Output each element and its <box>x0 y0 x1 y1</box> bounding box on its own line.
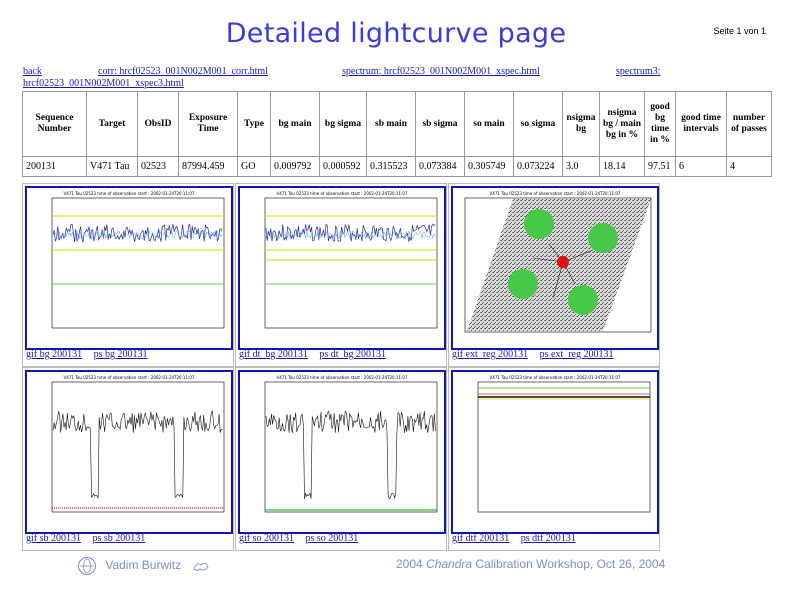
header-cell: Type <box>237 91 271 157</box>
table-cell: 3.0 <box>562 156 600 177</box>
page-title: Detailed lightcurve page <box>225 18 567 49</box>
author-name: Vadim Burwitz <box>105 558 182 573</box>
header-cell: good bg time in % <box>644 91 676 157</box>
header-cell: number of passes <box>726 91 772 157</box>
plot-caption: gif bg 200131 ps bg 200131 <box>26 349 157 360</box>
sb-lightcurve-svg: V471 Tau 02523 time of observation start… <box>51 375 225 513</box>
bg-lightcurve-svg: V471 Tau 02523 time of observation start… <box>51 191 225 329</box>
dtf-lightcurve-thumbnail[interactable]: V471 Tau 02523 time of observation start… <box>451 370 659 534</box>
corr-link[interactable]: corr: hrcf02523_001N002M001_corr.html <box>98 66 268 77</box>
spectrum-link[interactable]: spectrum: hrcf02523_001N002M001_xspec.ht… <box>342 66 540 77</box>
plot-cell-ext-reg: V471 Tau 02523 time of observation start… <box>448 183 660 367</box>
ps-so-link[interactable]: ps so 200131 <box>305 533 359 544</box>
header-cell: Target <box>86 91 138 157</box>
event-text-post: Calibration Workshop, Oct 26, 2004 <box>472 557 666 571</box>
plot-header-text: V471 Tau 02523 time of observation start… <box>277 375 408 380</box>
table-cell: V471 Tau <box>86 156 138 177</box>
table-cell: 0.009792 <box>270 156 320 177</box>
dt-bg-lightcurve-thumbnail[interactable]: V471 Tau 02523 time of observation start… <box>238 186 446 350</box>
page-number: Seite 1 von 1 <box>713 26 766 36</box>
table-cell: 4 <box>726 156 772 177</box>
event-text-pre: 2004 <box>396 557 427 571</box>
dt-bg-lightcurve-svg: V471 Tau 02523 time of observation start… <box>264 191 438 329</box>
info-table: Sequence Number Target ObsID Exposure Ti… <box>22 91 772 177</box>
table-cell: 97.51 <box>644 156 676 177</box>
plot-cell-dtf: V471 Tau 02523 time of observation start… <box>448 367 660 551</box>
plot-caption: gif sb 200131 ps sb 200131 <box>26 533 154 544</box>
plot-header-text: V471 Tau 02523 time of observation start… <box>490 191 621 196</box>
ps-dtf-link[interactable]: ps dtf 200131 <box>520 533 576 544</box>
ext-reg-image-svg: V471 Tau 02523 time of observation start… <box>464 191 652 333</box>
table-cell: 6 <box>675 156 727 177</box>
plot-cell-sb: V471 Tau 02523 time of observation start… <box>22 367 234 551</box>
header-cell: Exposure Time <box>178 91 238 157</box>
header-cell: so sigma <box>513 91 563 157</box>
ext-reg-image-thumbnail[interactable]: V471 Tau 02523 time of observation start… <box>451 186 659 350</box>
gif-bg-link[interactable]: gif bg 200131 <box>26 349 83 360</box>
footer-event: 2004 Chandra Calibration Workshop, Oct 2… <box>396 557 665 571</box>
spectrum3-link-part1[interactable]: spectrum3: <box>616 66 661 77</box>
plot-header-text: V471 Tau 02523 time of observation start… <box>490 375 621 380</box>
table-cell: 200131 <box>22 156 87 177</box>
table-header-row: Sequence Number Target ObsID Exposure Ti… <box>22 91 772 157</box>
table-cell: 0.073384 <box>415 156 465 177</box>
header-cell: Sequence Number <box>22 91 87 157</box>
table-cell: 0.073224 <box>513 156 563 177</box>
plot-caption: gif so 200131 ps so 200131 <box>239 533 367 544</box>
plot-cell-so: V471 Tau 02523 time of observation start… <box>235 367 447 551</box>
header-cell: ObsID <box>137 91 179 157</box>
header-cell: bg sigma <box>319 91 367 157</box>
footer-author: Vadim Burwitz <box>78 557 210 575</box>
table-cell: 0.315523 <box>366 156 416 177</box>
plot-header-text: V471 Tau 02523 time of observation start… <box>64 375 195 380</box>
table-cell: 02523 <box>137 156 179 177</box>
table-cell: 0.305749 <box>464 156 514 177</box>
sb-lightcurve-thumbnail[interactable]: V471 Tau 02523 time of observation start… <box>25 370 233 534</box>
gif-sb-link[interactable]: gif sb 200131 <box>26 533 81 544</box>
table-cell: GO <box>237 156 271 177</box>
header-cell: good time intervals <box>675 91 727 157</box>
back-link[interactable]: back <box>23 66 42 77</box>
header-cell: sb sigma <box>415 91 465 157</box>
header-cell: bg main <box>270 91 320 157</box>
table-cell: 18.14 <box>599 156 645 177</box>
header-cell: so main <box>464 91 514 157</box>
plot-caption: gif dtf 200131 ps dtf 200131 <box>452 533 585 544</box>
gif-dt-bg-link[interactable]: gif dt_bg 200131 <box>239 349 308 360</box>
globe-logo-icon <box>78 557 96 575</box>
plot-caption: gif dt_bg 200131 ps dt_bg 200131 <box>239 349 395 360</box>
header-cell: nsigma bg <box>562 91 600 157</box>
plot-caption: gif ext_reg 200131 ps ext_reg 200131 <box>452 349 622 360</box>
table-cell: 0.000592 <box>319 156 367 177</box>
dtf-lightcurve-svg: V471 Tau 02523 time of observation start… <box>477 375 651 513</box>
gif-ext-reg-link[interactable]: gif ext_reg 200131 <box>452 349 529 360</box>
plot-cell-dt-bg: V471 Tau 02523 time of observation start… <box>235 183 447 367</box>
so-lightcurve-thumbnail[interactable]: V471 Tau 02523 time of observation start… <box>238 370 446 534</box>
plot-header-text: V471 Tau 02523 time of observation start… <box>64 191 195 196</box>
header-cell: nsigma bg / main bg in % <box>599 91 645 157</box>
ps-dt-bg-link[interactable]: ps dt_bg 200131 <box>319 349 387 360</box>
bg-lightcurve-thumbnail[interactable]: V471 Tau 02523 time of observation start… <box>25 186 233 350</box>
gif-dtf-link[interactable]: gif dtf 200131 <box>452 533 510 544</box>
mascot-logo-icon <box>192 559 210 573</box>
gif-so-link[interactable]: gif so 200131 <box>239 533 294 544</box>
ps-sb-link[interactable]: ps sb 200131 <box>92 533 146 544</box>
table-cell: 87994.459 <box>178 156 238 177</box>
table-row: 200131 V471 Tau 02523 87994.459 GO 0.009… <box>22 156 772 177</box>
ps-bg-link[interactable]: ps bg 200131 <box>93 349 148 360</box>
header-cell: sb main <box>366 91 416 157</box>
plot-cell-bg: V471 Tau 02523 time of observation start… <box>22 183 234 367</box>
event-text-italic: Chandra <box>426 557 473 571</box>
so-lightcurve-svg: V471 Tau 02523 time of observation start… <box>264 375 438 513</box>
plot-header-text: V471 Tau 02523 time of observation start… <box>277 191 408 196</box>
spectrum3-link-part2[interactable]: hrcf02523_001N002M001_xspec3.html <box>23 78 184 89</box>
ps-ext-reg-link[interactable]: ps ext_reg 200131 <box>539 349 614 360</box>
